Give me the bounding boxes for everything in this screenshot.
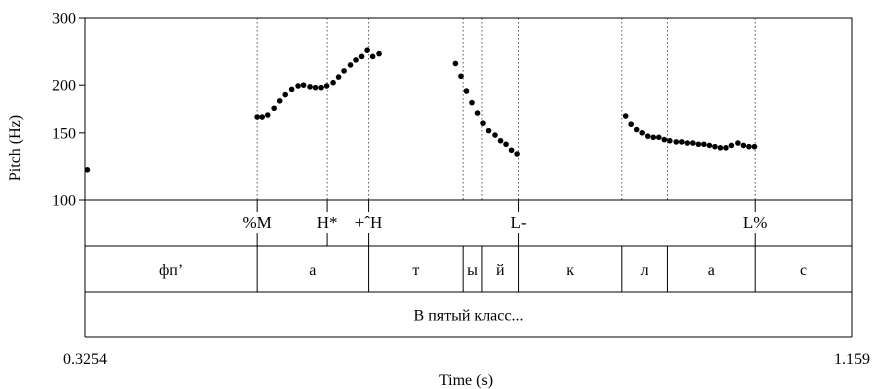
pitch-point	[84, 166, 91, 173]
y-axis-label: Pitch (Hz)	[7, 115, 24, 181]
y-tick-label: 100	[52, 193, 76, 210]
pitch-point	[254, 114, 260, 120]
pitch-point	[497, 137, 504, 144]
tone-tier: %M H* +ˆH L- L%	[243, 200, 768, 246]
pitch-point	[667, 137, 673, 144]
segment-label: фп’	[159, 262, 183, 279]
segment-label: а	[309, 262, 316, 279]
pitch-point	[318, 84, 324, 91]
pitch-panel-frame	[84, 17, 853, 201]
phrase-tier: В пятый класс...	[414, 308, 524, 325]
pitch-point	[485, 127, 492, 134]
pitch-point	[288, 86, 295, 93]
pitch-point	[492, 132, 498, 138]
pitch-point	[463, 88, 470, 94]
segment-label: й	[496, 262, 505, 279]
pitch-point	[628, 121, 634, 128]
pitch-point	[650, 134, 657, 141]
pitch-point	[695, 141, 702, 148]
pitch-point	[655, 134, 662, 141]
y-tick-label: 150	[52, 125, 76, 142]
pitch-point	[282, 91, 289, 98]
segment-label: ы	[467, 262, 478, 279]
segment-label: с	[800, 262, 807, 279]
tone-label: L-	[511, 213, 527, 232]
pitch-point	[323, 83, 330, 89]
pitch-point	[469, 99, 475, 106]
pitch-point	[706, 142, 713, 149]
pitch-point	[622, 113, 629, 119]
pitch-point	[276, 97, 283, 104]
pitch-point	[661, 136, 668, 143]
pitch-point	[633, 126, 640, 133]
pitch-point	[330, 79, 336, 86]
pitch-point	[740, 142, 747, 149]
pitch-point	[312, 84, 319, 91]
segment-label: т	[412, 262, 419, 279]
x-axis-label: Time (s)	[439, 372, 493, 389]
y-tick-label: 300	[52, 11, 76, 28]
pitch-point	[369, 53, 376, 60]
pitch-point	[347, 62, 354, 68]
pitch-point	[307, 84, 313, 90]
pitch-point	[751, 143, 758, 150]
pitch-point	[335, 74, 342, 80]
pitch-point	[503, 141, 509, 148]
pitch-point	[684, 140, 691, 146]
segment-label: а	[708, 262, 715, 279]
pitch-point	[364, 47, 370, 54]
x-tick-label-end: 1.159	[834, 351, 870, 368]
pitch-point	[295, 83, 301, 89]
phrase-label: В пятый класс...	[414, 308, 524, 325]
tone-label: +ˆH	[355, 213, 383, 232]
pitch-point	[639, 130, 646, 136]
tone-label: H*	[317, 213, 338, 232]
pitch-point	[508, 147, 515, 154]
pitch-point	[673, 139, 680, 145]
y-axis-ticks: 100 150 200 300	[52, 11, 85, 210]
tier-frames	[84, 17, 853, 338]
segment-label: к	[566, 262, 574, 279]
segment-tier: фп’ а т ы й к л а с	[159, 246, 807, 292]
pitch-point	[264, 112, 271, 118]
pitch-point	[452, 60, 459, 67]
pitch-point	[358, 53, 365, 60]
pitch-point	[746, 143, 752, 150]
y-tick-label: 200	[52, 78, 76, 95]
pitch-point	[458, 73, 464, 80]
dotted-guides	[256, 18, 756, 200]
pitch-point	[678, 139, 685, 145]
pitch-point	[712, 143, 718, 150]
pitch-point	[480, 120, 486, 126]
pitch-point	[644, 133, 651, 139]
pitch-point	[723, 145, 729, 151]
x-tick-label-start: 0.3254	[63, 351, 107, 368]
pitch-point	[717, 145, 724, 151]
tone-label: %M	[243, 213, 272, 232]
pitch-point	[300, 82, 307, 88]
pitch-point	[271, 105, 277, 112]
pitch-point	[514, 151, 520, 157]
tone-label: L%	[743, 213, 768, 232]
pitch-point	[474, 110, 481, 116]
pitch-point	[376, 50, 382, 57]
pitch-point	[353, 57, 359, 63]
pitch-point	[341, 68, 347, 74]
pitch-point	[701, 141, 707, 148]
pitch-point	[690, 140, 696, 146]
pitch-points	[84, 47, 758, 173]
pitch-point	[735, 140, 741, 146]
segment-label: л	[641, 262, 649, 279]
pitch-point	[728, 142, 735, 149]
pitch-point	[259, 114, 266, 120]
